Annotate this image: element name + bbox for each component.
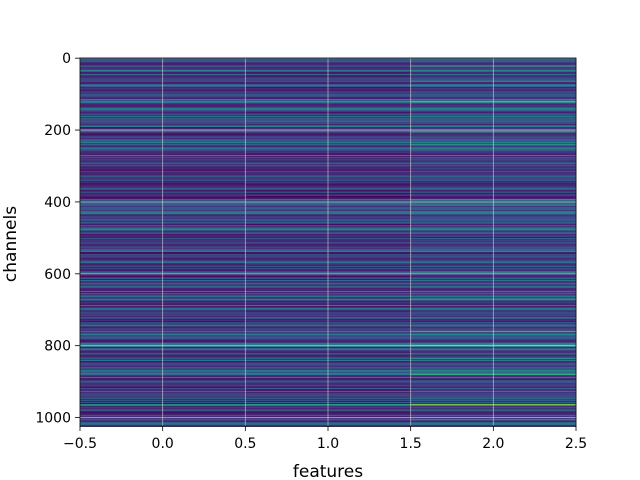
x-tick-label: 2.5 <box>565 436 587 452</box>
x-tick-label: −0.5 <box>63 436 97 452</box>
y-tick-label: 800 <box>44 339 71 355</box>
x-axis-ticks: −0.5 0.0 0.5 1.0 1.5 2.0 2.5 <box>63 426 587 452</box>
y-axis-label: channels <box>1 206 21 282</box>
y-tick-label: 0 <box>62 51 71 67</box>
x-tick-label: 0.0 <box>152 436 174 452</box>
x-axis-label: features <box>293 462 363 480</box>
y-tick-label: 400 <box>44 195 71 211</box>
y-tick-label: 600 <box>44 267 71 283</box>
x-tick-label: 0.5 <box>234 436 256 452</box>
y-axis-ticks: 0 200 400 600 800 1000 <box>35 51 80 427</box>
x-tick-label: 1.0 <box>317 436 339 452</box>
x-tick-label: 2.0 <box>482 436 504 452</box>
x-tick-label: 1.5 <box>400 436 422 452</box>
y-tick-label: 200 <box>44 123 71 139</box>
y-tick-label: 1000 <box>35 411 71 427</box>
